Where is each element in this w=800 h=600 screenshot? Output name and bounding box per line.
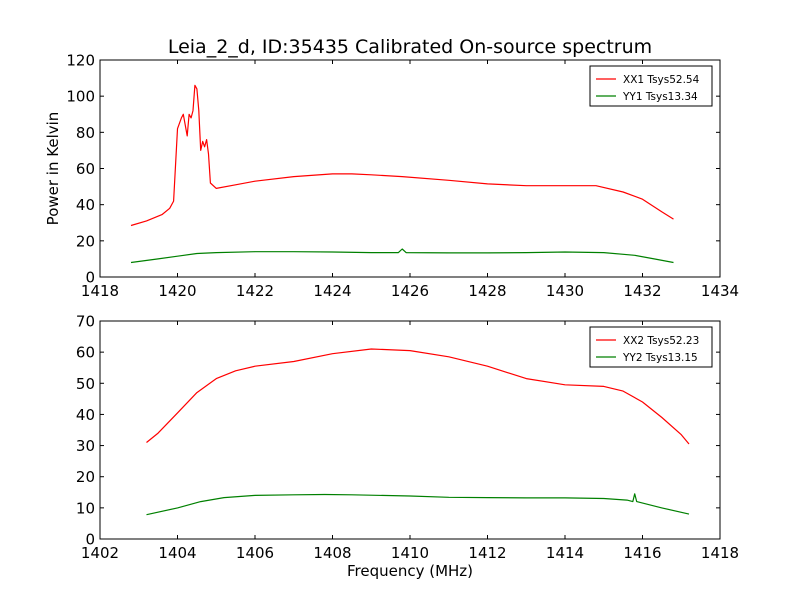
legend: XX1 Tsys52.54 YY1 Tsys13.34	[589, 65, 713, 107]
series-line-xx2	[146, 348, 690, 445]
x-tick-label: 1428	[468, 282, 506, 300]
y-tick-label: 80	[76, 124, 95, 142]
series-line-yy2	[146, 493, 690, 516]
y-tick-label: 0	[85, 531, 95, 549]
x-tick-label: 1406	[236, 544, 274, 562]
x-tick-label: 1414	[546, 544, 584, 562]
x-tick-label: 1430	[546, 282, 584, 300]
y-tick-label: 10	[76, 499, 95, 517]
x-tick-label: 1416	[623, 544, 661, 562]
legend-entry: YY1 Tsys13.34	[622, 91, 698, 103]
y-tick-label: 20	[76, 232, 95, 250]
y-tick-label: 20	[76, 468, 95, 486]
y-tick-label: 40	[76, 406, 95, 424]
legend-box	[589, 65, 713, 107]
legend-box	[589, 326, 713, 368]
y-tick-label: 30	[76, 437, 95, 455]
x-tick-label: 1418	[81, 282, 119, 300]
series-line-yy1	[130, 248, 674, 264]
bottom-panel: 1402 1404 1406 1408 1410 1412 1414 1416 1418 0 10 2…	[76, 313, 739, 581]
x-tick-label: 1404	[158, 544, 196, 562]
x-tick-label: 1426	[391, 282, 429, 300]
legend: XX2 Tsys52.23 YY2 Tsys13.15	[589, 326, 713, 368]
y-tick-label: 60	[76, 344, 95, 362]
x-tick-label: 1418	[701, 544, 739, 562]
x-tick-label: 1408	[313, 544, 351, 562]
legend-entry: XX2 Tsys52.23	[623, 335, 699, 347]
x-tick-label: 1422	[236, 282, 274, 300]
y-tick-label: 60	[76, 160, 95, 178]
y-tick-label: 40	[76, 196, 95, 214]
legend-entry: XX1 Tsys52.54	[623, 74, 700, 86]
x-tick-label: 1434	[701, 282, 739, 300]
y-tick-label: 100	[66, 88, 95, 106]
y-tick-label: 50	[76, 375, 95, 393]
series-line-xx1	[130, 84, 674, 227]
x-tick-label: 1424	[313, 282, 351, 300]
y-tick-label: 0	[85, 269, 95, 287]
y-axis-label: Power in Kelvin	[44, 112, 62, 226]
y-tick-label: 70	[76, 313, 95, 331]
x-tick-label: 1432	[623, 282, 661, 300]
legend-entry: YY2 Tsys13.15	[622, 352, 698, 364]
x-tick-label: 1402	[81, 544, 119, 562]
x-axis-label: Frequency (MHz)	[347, 562, 473, 580]
x-tick-label: 1410	[391, 544, 429, 562]
x-tick-label: 1420	[158, 282, 196, 300]
y-tick-label: 120	[66, 52, 95, 70]
x-tick-label: 1412	[468, 544, 506, 562]
chart-title: Leia_2_d, ID:35435 Calibrated On-source …	[168, 36, 652, 58]
top-panel: 1418 1420 1422 1424 1426 1428 1430 1432 1434 0 20 4…	[44, 52, 739, 301]
